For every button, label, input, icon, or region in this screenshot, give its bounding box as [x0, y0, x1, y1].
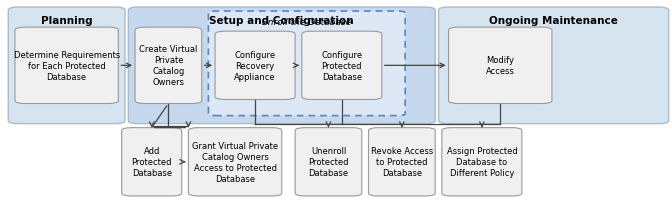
FancyBboxPatch shape [295, 128, 362, 196]
Text: Revoke Access
to Protected
Database: Revoke Access to Protected Database [371, 146, 433, 178]
FancyBboxPatch shape [188, 128, 282, 196]
FancyBboxPatch shape [135, 28, 202, 104]
FancyBboxPatch shape [8, 8, 125, 124]
FancyBboxPatch shape [442, 128, 522, 196]
Text: Assign Protected
Database to
Different Policy: Assign Protected Database to Different P… [446, 146, 517, 178]
FancyBboxPatch shape [208, 12, 405, 116]
Text: Modify
Access: Modify Access [486, 56, 515, 76]
FancyBboxPatch shape [368, 128, 435, 196]
Text: Configure
Recovery
Appliance: Configure Recovery Appliance [235, 50, 276, 82]
Text: Determine Requirements
for Each Protected
Database: Determine Requirements for Each Protecte… [13, 50, 120, 82]
Text: Unenroll
Protected
Database: Unenroll Protected Database [308, 146, 349, 178]
FancyBboxPatch shape [302, 32, 382, 100]
FancyBboxPatch shape [128, 8, 435, 124]
Text: Ongoing Maintenance: Ongoing Maintenance [489, 16, 618, 26]
FancyBboxPatch shape [439, 8, 669, 124]
FancyBboxPatch shape [122, 128, 181, 196]
Text: Grant Virtual Private
Catalog Owners
Access to Protected
Database: Grant Virtual Private Catalog Owners Acc… [192, 141, 278, 183]
Text: Enroll the Database: Enroll the Database [262, 18, 351, 27]
Text: Setup and Configuration: Setup and Configuration [210, 16, 354, 26]
FancyBboxPatch shape [448, 28, 552, 104]
Text: Create Virtual
Private
Catalog
Owners: Create Virtual Private Catalog Owners [139, 45, 198, 87]
FancyBboxPatch shape [215, 32, 295, 100]
Text: Planning: Planning [41, 16, 93, 26]
Text: Configure
Protected
Database: Configure Protected Database [321, 50, 362, 82]
Text: Add
Protected
Database: Add Protected Database [132, 146, 172, 178]
FancyBboxPatch shape [15, 28, 118, 104]
